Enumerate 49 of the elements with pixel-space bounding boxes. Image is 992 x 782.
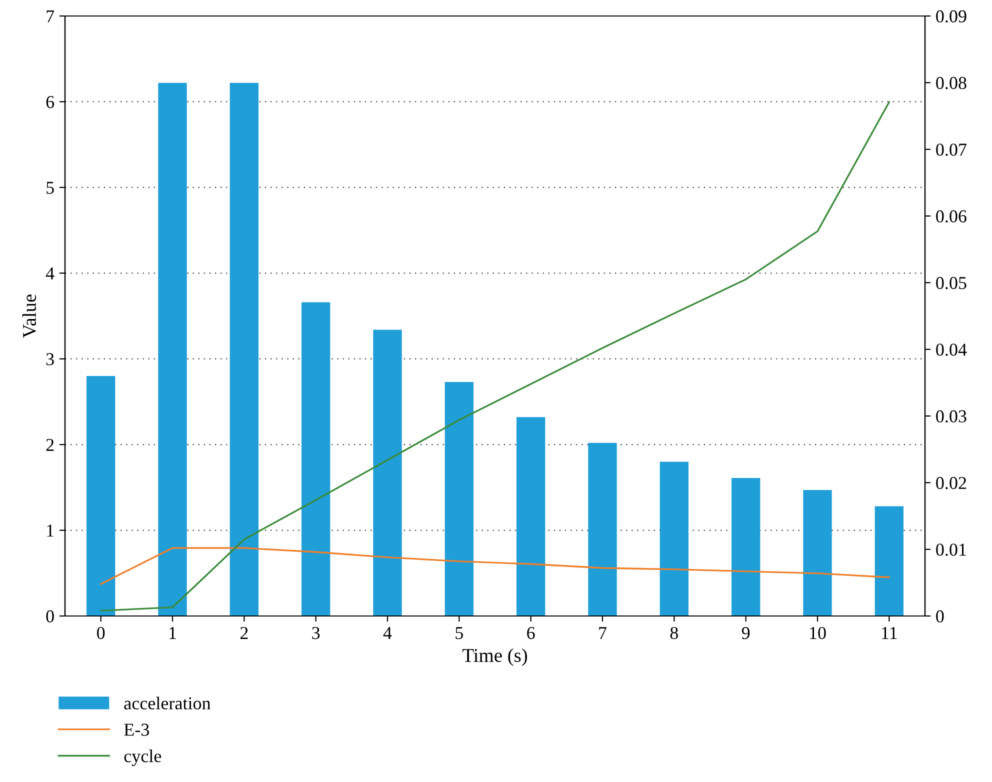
bar [874,506,904,616]
bar [803,490,832,616]
y2-tick-label: 0 [936,610,944,622]
bar [588,442,617,616]
y-tick-label: 7 [46,10,54,22]
bar [516,417,546,616]
bar [373,330,402,616]
x-tick-label: 0 [97,626,105,640]
y2-tick-label: 0.02 [936,476,966,490]
x-tick-label: 6 [527,626,535,640]
y-axis-title: Value [22,294,36,338]
x-tick-label: 4 [383,627,392,639]
bar [86,376,116,616]
x-tick-label: 2 [240,626,248,639]
bar [302,302,330,616]
x-tick-label: 9 [742,626,750,640]
y-tick-label: 4 [46,268,54,280]
y2-tick-label: 0.03 [936,410,966,423]
line-series [100,547,890,585]
y2-tick-label: 0.04 [936,344,967,356]
y-tick-label: 0 [46,610,54,622]
x-tick-label: 5 [456,627,463,640]
bar [732,478,760,616]
bar [158,82,187,616]
x-tick-label: 7 [599,627,606,639]
y-tick-label: 5 [46,182,54,194]
y2-tick-label: 0.01 [936,544,966,556]
x-tick-label: 1 [170,627,176,639]
legend-label: acceleration [124,696,211,710]
x-tick-label: 11 [882,627,897,639]
y2-tick-label: 0.07 [936,144,966,156]
x-axis-title: Time (s) [462,648,528,666]
x-tick-label: 10 [810,626,826,640]
y-tick-label: 1 [47,524,54,537]
y-tick-label: 6 [46,96,54,108]
y2-tick-label: 0.06 [936,210,966,223]
legend-label: E-3 [124,724,149,736]
bar [444,382,474,616]
y-tick-label: 2 [46,438,54,451]
x-tick-label: 3 [312,626,320,640]
y-tick-label: 3 [46,353,54,366]
y2-tick-label: 0.05 [936,276,966,290]
y2-tick-label: 0.08 [936,76,966,90]
bar [660,462,688,616]
bar [230,82,258,616]
y2-tick-label: 0.09 [936,10,966,23]
line-series [100,101,890,612]
legend-label: cycle [124,750,162,766]
x-tick-label: 8 [670,626,678,640]
